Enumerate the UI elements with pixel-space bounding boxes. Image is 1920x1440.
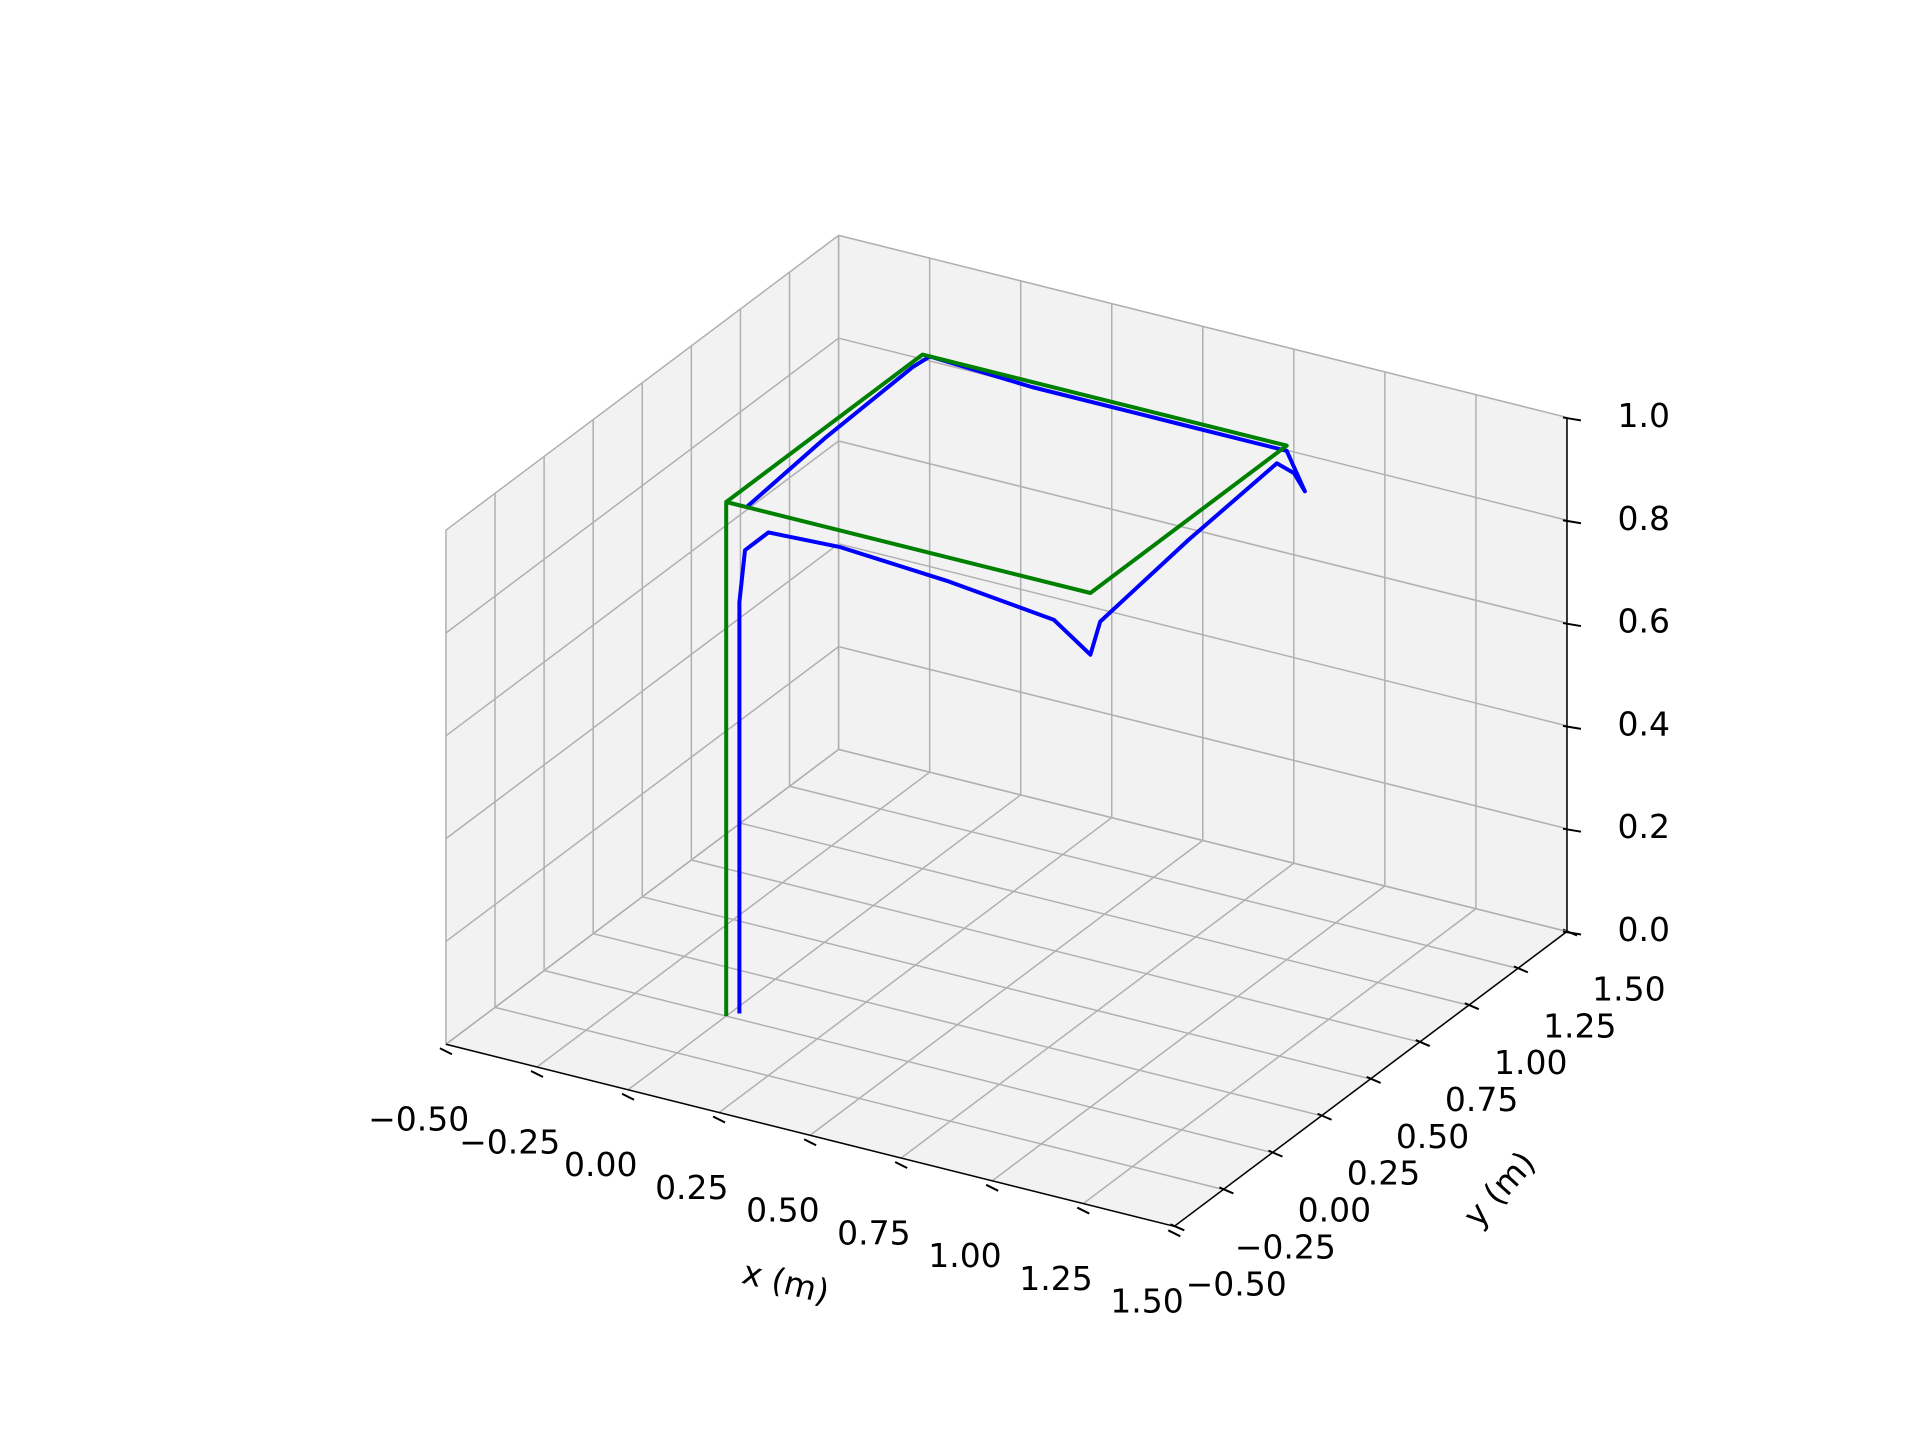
y-axis-label: y (m) (1455, 1143, 1543, 1234)
grid-line (691, 859, 1420, 1043)
grid-line (445, 234, 840, 531)
y-tick (1464, 1002, 1480, 1011)
axis-line (445, 1043, 1175, 1228)
grid-line (838, 645, 1568, 830)
x-tick-label: 0.00 (564, 1145, 637, 1184)
grid-line (445, 646, 840, 943)
grid-line (445, 543, 840, 840)
y-tick-label: 1.00 (1494, 1043, 1567, 1082)
y-tick (1218, 1186, 1234, 1195)
y-tick-label: 0.50 (1396, 1117, 1469, 1156)
y-tick (1415, 1039, 1431, 1047)
z-tick-label: 0.6 (1618, 602, 1670, 641)
grid-line (494, 1006, 1224, 1191)
x-tick (621, 1092, 635, 1101)
x-tick (530, 1070, 544, 1078)
grid-line (593, 932, 1322, 1117)
y-tick-label: 0.00 (1298, 1191, 1371, 1230)
x-tick (1167, 1229, 1181, 1238)
x-tick-label: −0.25 (459, 1122, 560, 1161)
grid-line (838, 543, 1568, 727)
y-tick-label: −0.25 (1235, 1227, 1336, 1266)
y-tick (1268, 1149, 1283, 1158)
x-tick-label: 1.25 (1019, 1259, 1092, 1298)
z-tick (1562, 622, 1582, 628)
grid-line (838, 234, 1568, 419)
x-tick-label: 1.50 (1110, 1282, 1183, 1321)
y-tick (1317, 1112, 1332, 1121)
grid-line (543, 969, 1273, 1154)
x-tick (803, 1138, 817, 1147)
z-tick-label: 0.4 (1618, 704, 1670, 743)
grid-line (445, 337, 840, 634)
y-tick-label: −0.50 (1186, 1264, 1287, 1303)
grid-line (642, 896, 1371, 1080)
x-tick-label: 0.25 (655, 1168, 728, 1207)
series-line (724, 352, 1289, 1017)
grid-line (740, 822, 1469, 1006)
x-tick-label: 1.00 (928, 1236, 1001, 1275)
grid-line (445, 748, 840, 1045)
x-tick-label: −0.50 (368, 1100, 469, 1139)
z-tick-label: 0.8 (1618, 499, 1670, 538)
x-axis-label: x (m) (738, 1252, 833, 1311)
z-tick (1562, 519, 1582, 525)
z-tick-label: 1.0 (1618, 396, 1670, 435)
grid-line (838, 440, 1568, 624)
y-tick-label: 1.50 (1592, 969, 1665, 1008)
x-tick-label: 0.75 (837, 1213, 910, 1252)
x-tick (712, 1115, 726, 1124)
y-tick-label: 1.25 (1543, 1006, 1616, 1045)
axis-line (1173, 930, 1568, 1227)
z-tick (1562, 416, 1582, 422)
x-tick (439, 1047, 453, 1056)
z-tick (1562, 724, 1582, 730)
grid-line (789, 785, 1519, 970)
x-tick-label: 0.50 (746, 1191, 819, 1230)
z-tick (1562, 827, 1582, 833)
y-tick-label: 0.75 (1445, 1080, 1518, 1119)
z-tick-label: 0.2 (1618, 807, 1670, 846)
x-tick (985, 1183, 999, 1192)
y-tick (1513, 965, 1529, 974)
grid-line (838, 748, 1568, 933)
z-tick-label: 0.0 (1618, 910, 1670, 949)
x-tick (1076, 1206, 1090, 1215)
y-tick-label: 0.25 (1347, 1154, 1420, 1193)
x-tick (894, 1161, 908, 1169)
y-tick (1366, 1075, 1382, 1084)
grid-line (445, 440, 840, 737)
